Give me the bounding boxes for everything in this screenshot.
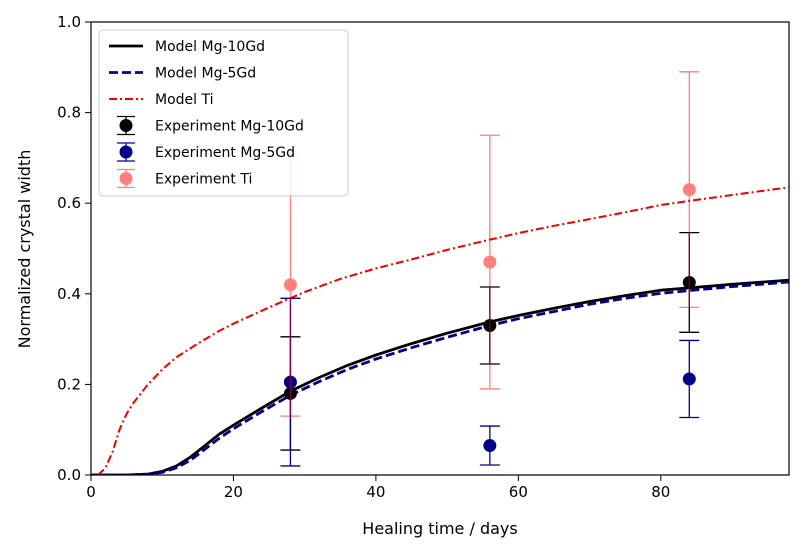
data-point-experiment-ti (479, 134, 500, 390)
x-tick-label: 40 (366, 483, 385, 501)
x-tick-label: 60 (509, 483, 528, 501)
y-tick-label: 0.6 (57, 194, 81, 212)
legend-item-experiment-mg-10gd: Experiment Mg-10Gd (117, 115, 304, 136)
legend-item-experiment-mg-5gd: Experiment Mg-5Gd (117, 142, 295, 162)
x-axis-label: Healing time / days (362, 519, 517, 538)
x-axis: 0 20 40 60 80 (86, 475, 670, 501)
marker (483, 439, 497, 453)
legend-item-model-ti: Model Ti (109, 92, 214, 108)
marker (283, 278, 297, 292)
legend: Model Mg-10Gd Model Mg-5Gd Model Ti Experim… (98, 29, 349, 197)
data-point-experiment-mg-5gd (479, 425, 500, 466)
legend-item-model-mg-5gd: Model Mg-5Gd (109, 66, 256, 82)
y-tick-label: 0.0 (57, 466, 81, 484)
legend-label: Model Mg-10Gd (155, 39, 265, 55)
legend-label: Experiment Mg-5Gd (155, 145, 295, 161)
marker (682, 183, 696, 197)
legend-label: Model Mg-5Gd (155, 66, 256, 82)
y-tick-label: 0.2 (57, 375, 81, 393)
legend-label: Experiment Ti (155, 172, 252, 188)
legend-label: Model Ti (155, 92, 214, 108)
y-axis: 0.0 0.2 0.4 0.6 0.8 1.0 (57, 13, 91, 484)
series-line-model-mg-5gd (91, 280, 789, 475)
plot-frame (90, 21, 790, 476)
plot-area (91, 71, 789, 475)
experiment-points (280, 71, 700, 467)
legend-item-experiment-ti: Experiment Ti (117, 168, 252, 189)
legend-swatch (117, 168, 135, 189)
x-tick-label: 20 (224, 483, 243, 501)
legend-swatch (117, 142, 135, 162)
series-line-model-ti (97, 186, 789, 475)
marker (682, 372, 696, 386)
legend-swatch (117, 115, 135, 136)
legend-item-model-mg-10gd: Model Mg-10Gd (109, 39, 265, 55)
y-tick-label: 0.8 (57, 104, 81, 122)
x-tick-label: 0 (86, 483, 96, 501)
y-tick-label: 0.4 (57, 285, 81, 303)
legend-box (98, 29, 349, 197)
y-axis-label: Normalized crystal width (15, 150, 34, 349)
data-point-experiment-ti (679, 71, 700, 309)
y-tick-label: 1.0 (57, 13, 81, 31)
marker (483, 255, 497, 269)
series-line-model-mg-10gd (91, 278, 789, 475)
data-point-experiment-mg-5gd (679, 339, 700, 419)
legend-label: Experiment Mg-10Gd (155, 119, 304, 135)
x-tick-label: 80 (651, 483, 670, 501)
data-point-experiment-ti (280, 152, 301, 417)
model-lines (91, 186, 789, 475)
